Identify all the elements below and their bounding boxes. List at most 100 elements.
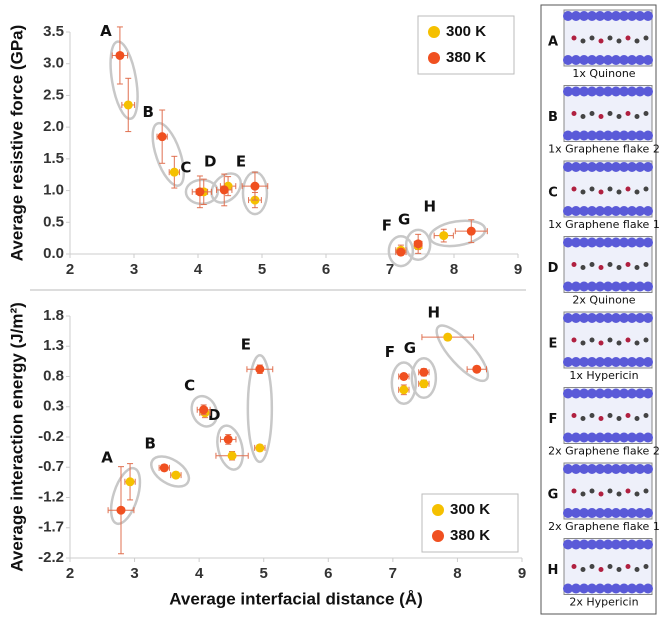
atom (619, 388, 629, 399)
atom (563, 130, 573, 141)
atom (643, 111, 649, 116)
group-ellipse (404, 228, 432, 262)
point-label: F (385, 343, 395, 361)
atom (627, 55, 637, 65)
atom (589, 35, 595, 41)
atom (611, 237, 621, 248)
atom (616, 491, 622, 497)
atom (579, 55, 589, 65)
point (223, 434, 233, 444)
atom (595, 508, 605, 518)
y-tick-label: 2.5 (43, 86, 64, 103)
point-label: E (236, 153, 246, 171)
atom (634, 38, 640, 44)
atom (603, 388, 613, 399)
structure-image (563, 85, 653, 142)
atom (607, 262, 613, 267)
atom (589, 488, 595, 494)
x-tick-label: 3 (130, 565, 138, 582)
atom (625, 111, 631, 116)
atom (603, 206, 613, 216)
atom (579, 539, 589, 550)
panel-caption: 2x Graphene flake 2 (548, 445, 660, 458)
x-tick-label: 2 (66, 261, 74, 278)
atom (571, 583, 581, 594)
point (227, 451, 237, 461)
panel-caption: 1x Graphene flake 2 (548, 143, 660, 156)
y-axis-label: Average interaction energy (J/m²) (7, 302, 26, 572)
atom (619, 508, 629, 518)
atom (598, 340, 604, 346)
atom (611, 130, 621, 141)
y-tick-label: 1.5 (43, 150, 64, 167)
y-tick-label: 0.0 (43, 245, 64, 262)
atom (563, 55, 573, 65)
atom (595, 162, 605, 172)
group-ellipse (246, 353, 274, 464)
point (250, 181, 260, 191)
atom (603, 237, 613, 248)
x-tick-label: 5 (260, 565, 268, 582)
y-tick-label: 1.8 (43, 307, 64, 324)
atom (634, 114, 640, 119)
atom (587, 357, 597, 367)
atom (571, 130, 581, 141)
atom (635, 130, 645, 141)
atom (603, 432, 613, 443)
atom (563, 388, 573, 399)
atom (625, 564, 631, 569)
atom (643, 388, 653, 399)
y-tick-label: -1.2 (38, 488, 64, 505)
atom (571, 539, 581, 550)
atom (579, 162, 589, 172)
point-label: B (142, 103, 153, 121)
y-tick-label: -2.2 (38, 549, 64, 566)
atom (611, 539, 621, 550)
panel-caption: 2x Graphene flake 1 (548, 520, 660, 533)
atom (595, 130, 605, 141)
atom (598, 491, 604, 497)
atom (611, 281, 621, 292)
atom (580, 114, 586, 119)
x-tick-label: 4 (195, 565, 204, 582)
atom (643, 86, 653, 97)
panel-letter: D (548, 261, 559, 276)
y-tick-label: -0.7 (38, 458, 64, 475)
atom (627, 583, 637, 594)
atom (603, 357, 613, 367)
atom (587, 583, 597, 594)
atom (616, 38, 622, 44)
point (195, 187, 205, 197)
point-label: H (423, 198, 436, 216)
atom (579, 313, 589, 323)
atom (563, 86, 573, 97)
atom (616, 114, 622, 119)
structure-image (563, 236, 653, 293)
atom (598, 416, 604, 421)
atom (643, 432, 653, 443)
atom (587, 388, 597, 399)
atom (619, 237, 629, 248)
atom (595, 206, 605, 216)
atom (603, 162, 613, 172)
atom (635, 86, 645, 97)
atom (595, 464, 605, 474)
atom (616, 416, 622, 421)
y-axis-label: Average resistive force (GPa) (7, 25, 26, 262)
atom (627, 508, 637, 518)
atom (580, 340, 586, 346)
atom (643, 130, 653, 141)
atom (579, 432, 589, 443)
atom (634, 491, 640, 497)
x-tick-label: 4 (194, 261, 203, 278)
atom (571, 111, 577, 116)
atom (625, 413, 631, 418)
atom (635, 313, 645, 323)
legend-box (421, 493, 519, 553)
atom (625, 337, 631, 343)
legend-marker (432, 504, 444, 516)
atom (579, 11, 589, 21)
atom (595, 357, 605, 367)
atom (643, 413, 649, 418)
point (159, 463, 169, 473)
